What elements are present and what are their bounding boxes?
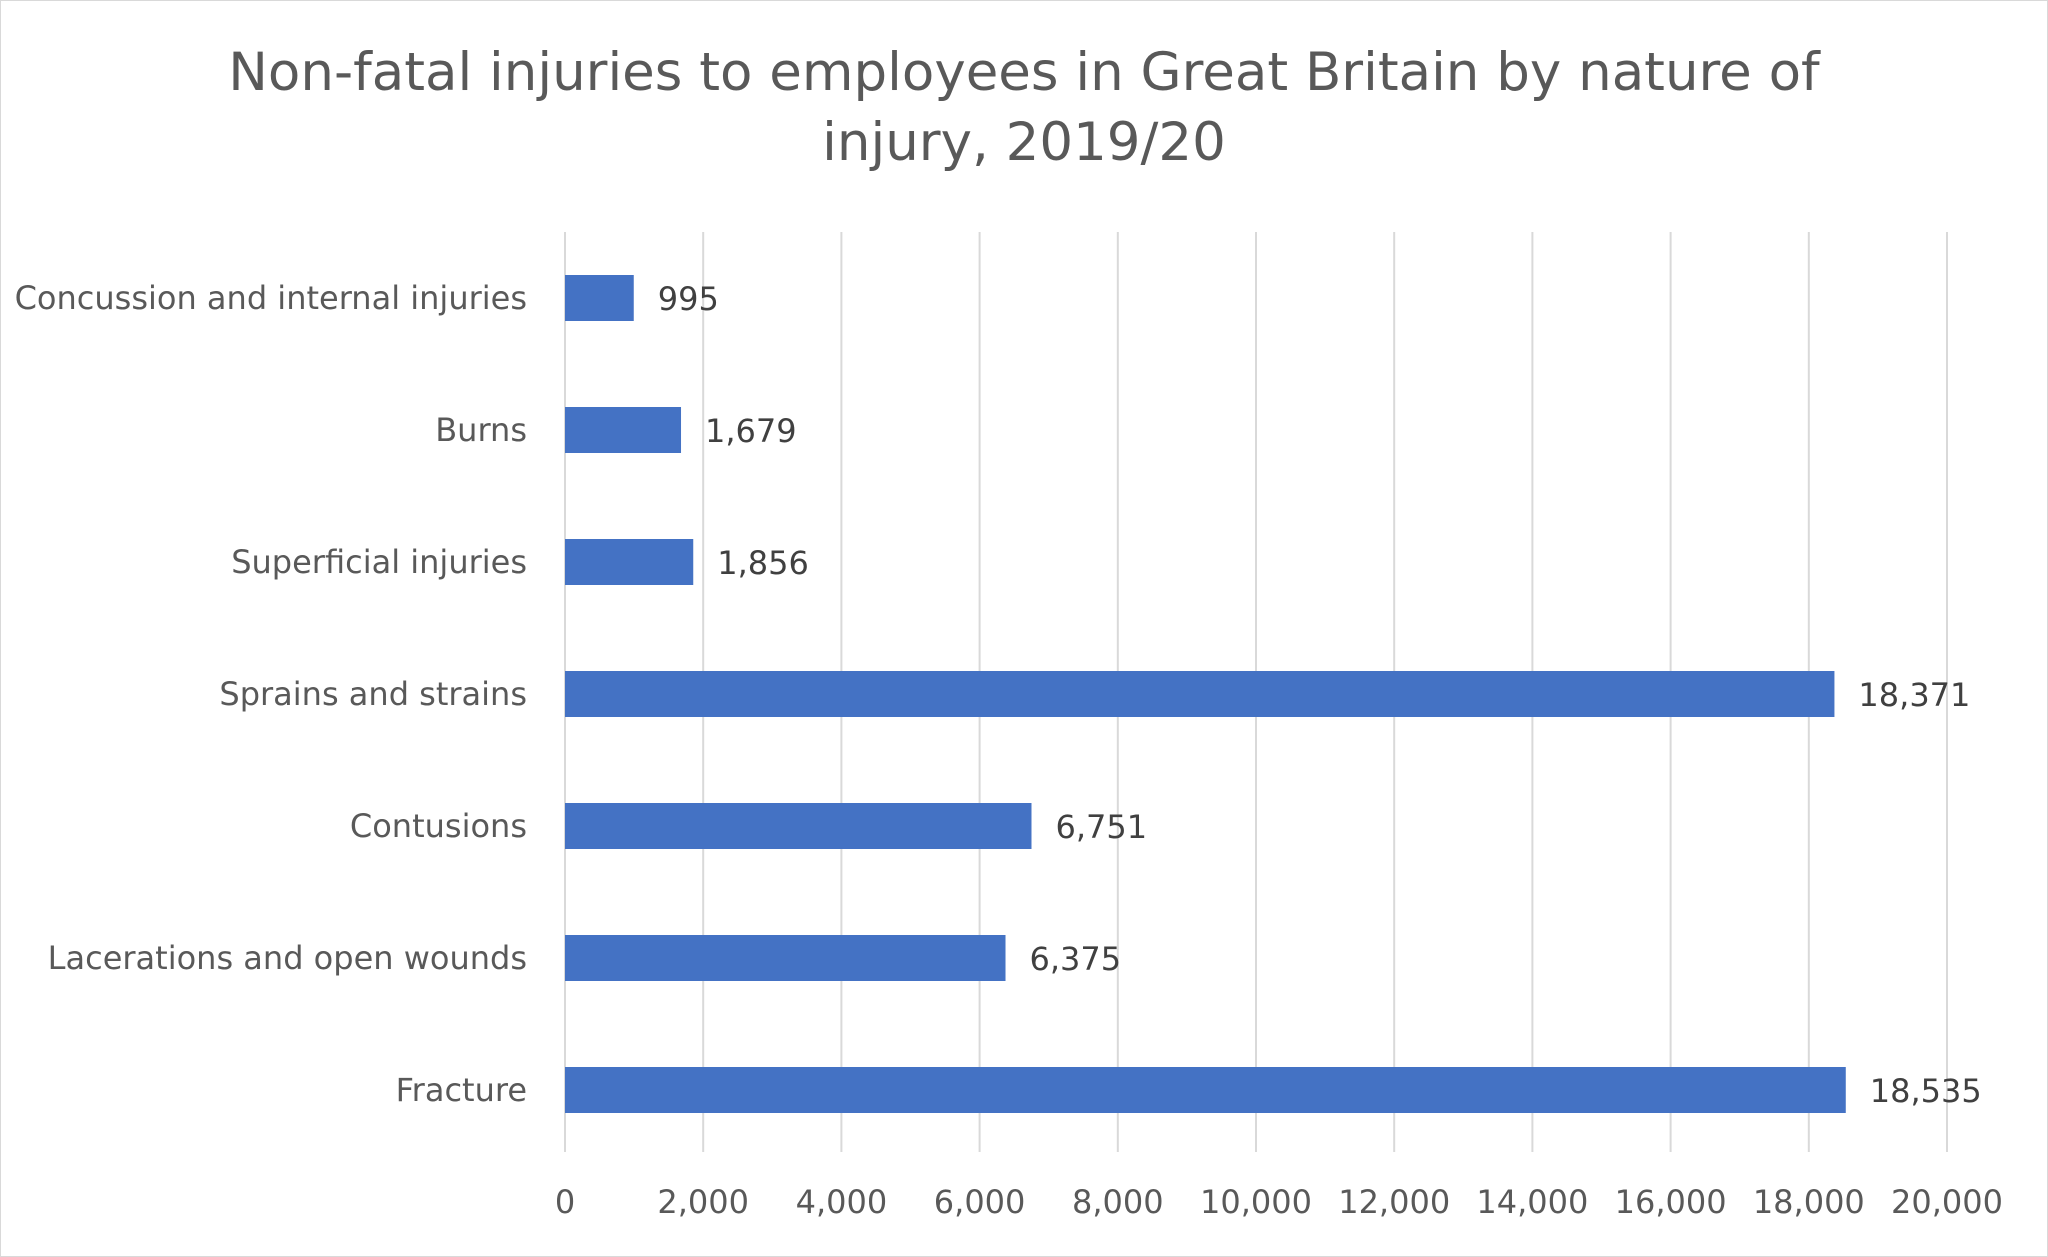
bar-4 [565, 803, 1032, 849]
category-label-3: Sprains and strains [219, 675, 527, 713]
data-label-0: 995 [658, 280, 719, 318]
labels: 0 2,000 4,000 6,000 8,000 10,000 12,000 14,000 1… [15, 279, 2003, 1221]
category-label-0: Concussion and internal injuries [15, 279, 527, 317]
x-tick-label-9: 18,000 [1753, 1183, 1865, 1221]
bar-1 [565, 407, 682, 453]
x-tick-label-8: 16,000 [1615, 1183, 1727, 1221]
x-tick-label-10: 20,000 [1891, 1183, 2003, 1221]
bar-2 [565, 539, 694, 585]
bars [565, 275, 1846, 1113]
data-label-6: 18,535 [1870, 1072, 1982, 1110]
x-tick-label-0: 0 [555, 1183, 575, 1221]
bar-0 [565, 275, 634, 321]
category-label-6: Fracture [396, 1071, 527, 1109]
data-label-1: 1,679 [705, 412, 797, 450]
category-label-2: Superficial injuries [231, 543, 527, 581]
x-tick-label-1: 2,000 [657, 1183, 749, 1221]
category-label-1: Burns [435, 411, 527, 449]
chart-title-line-1: Non-fatal injuries to employees in Great… [228, 42, 1820, 103]
chart-title-line-2: injury, 2019/20 [822, 112, 1226, 173]
x-tick-label-4: 8,000 [1072, 1183, 1164, 1221]
x-tick-label-6: 12,000 [1338, 1183, 1450, 1221]
bar-6 [565, 1067, 1846, 1113]
x-tick-label-5: 10,000 [1200, 1183, 1312, 1221]
x-tick-label-3: 6,000 [934, 1183, 1026, 1221]
x-tick-label-2: 4,000 [796, 1183, 888, 1221]
x-tick-label-7: 14,000 [1476, 1183, 1588, 1221]
data-label-4: 6,751 [1055, 808, 1147, 846]
chart-title: Non-fatal injuries to employees in Great… [0, 38, 2048, 178]
category-label-5: Lacerations and open wounds [48, 939, 527, 977]
data-label-2: 1,856 [717, 544, 809, 582]
bar-3 [565, 671, 1835, 717]
data-label-3: 18,371 [1858, 676, 1970, 714]
bar-5 [565, 935, 1006, 981]
category-label-4: Contusions [350, 807, 527, 845]
data-label-5: 6,375 [1030, 940, 1122, 978]
